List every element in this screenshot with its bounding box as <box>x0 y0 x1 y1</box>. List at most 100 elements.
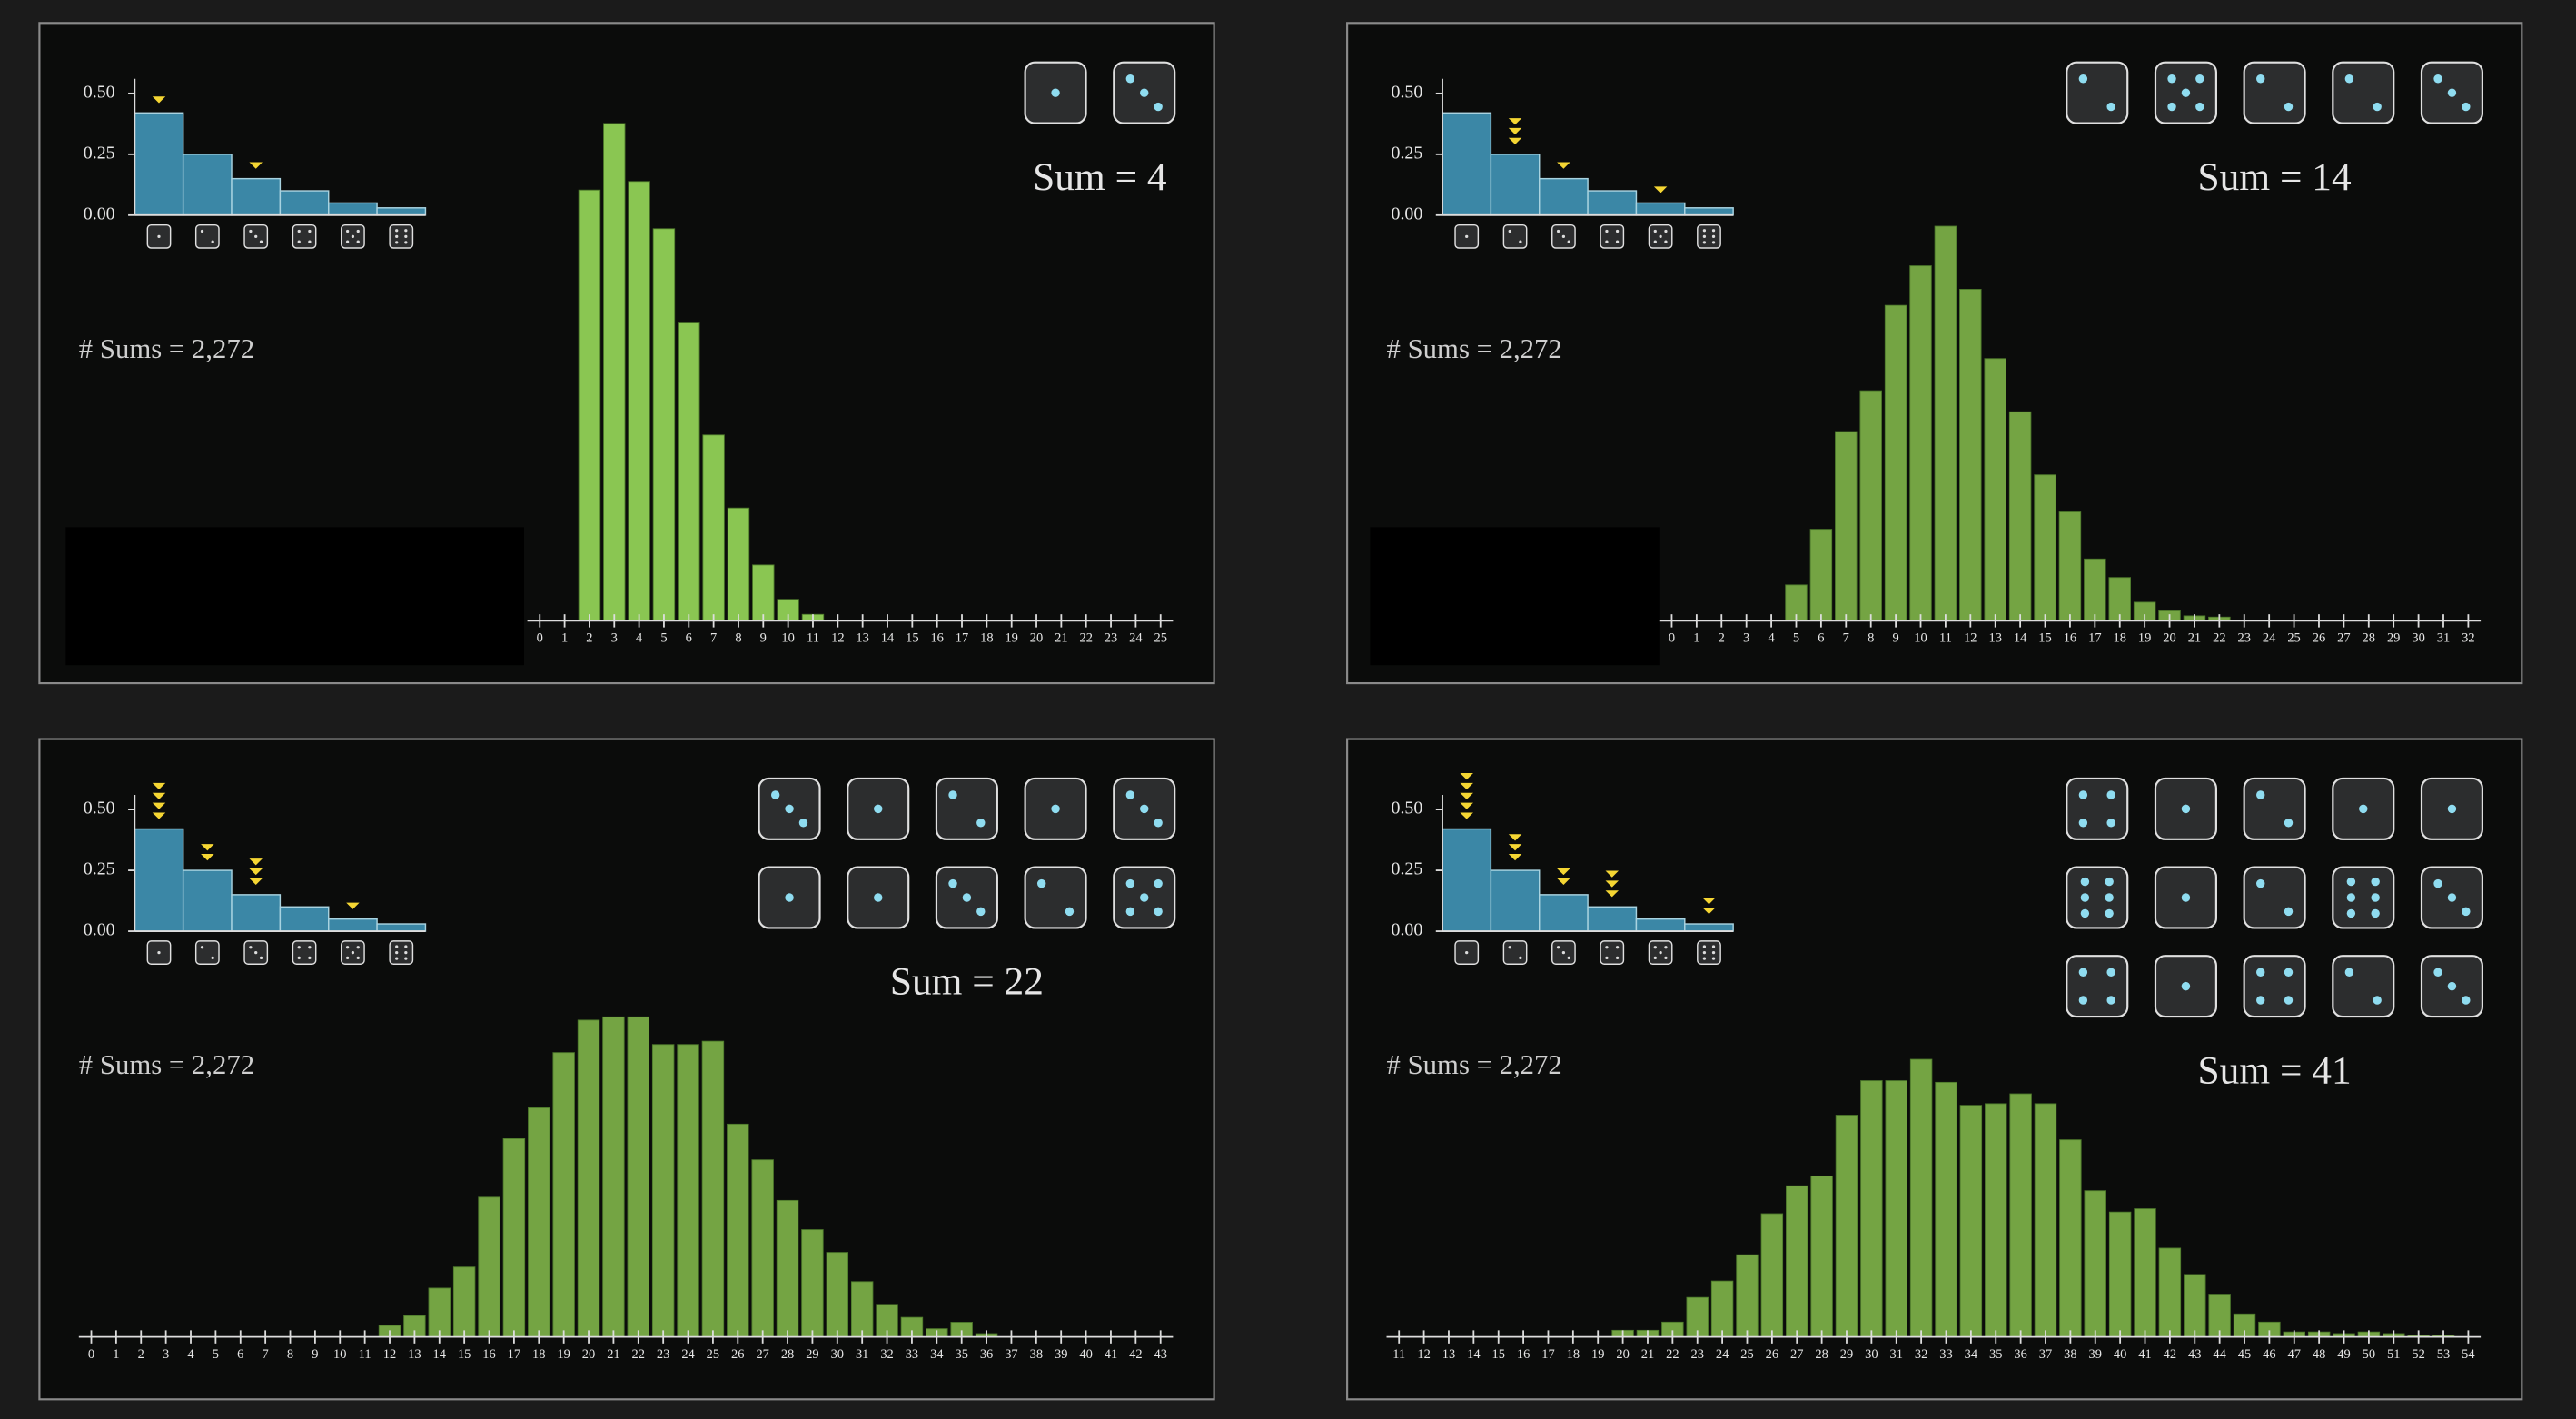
histogram-bar <box>2034 474 2056 621</box>
histogram-bar <box>1909 1058 1933 1338</box>
die-pip <box>356 229 360 233</box>
die-face <box>1502 940 1528 965</box>
die-pip <box>1605 956 1609 960</box>
x-tick-label: 41 <box>1105 1347 1117 1362</box>
die <box>2420 866 2483 929</box>
dice-marker <box>152 792 166 799</box>
die <box>1454 223 1480 249</box>
x-tick-label: 42 <box>1129 1347 1142 1362</box>
x-tick-label: 17 <box>956 631 968 646</box>
die <box>194 940 220 965</box>
x-tick-label: 33 <box>1939 1347 1952 1362</box>
x-tick-label: 22 <box>1666 1347 1679 1362</box>
die-face <box>389 940 414 965</box>
x-tick-label: 1 <box>561 631 568 646</box>
x-tick-label: 18 <box>980 631 993 646</box>
die-pip <box>2256 878 2265 888</box>
die-pip <box>1567 240 1570 243</box>
die <box>2332 777 2395 840</box>
die <box>146 940 172 965</box>
die-face <box>389 223 414 249</box>
panel: 0.00 0.25 0.50 Sum = 41 # Sums = 2,272 11 12 13… <box>1346 738 2523 1401</box>
die-pip <box>200 229 204 233</box>
histogram-bar <box>2108 1211 2132 1338</box>
die-pip <box>1561 950 1566 955</box>
die-pip <box>1664 229 1668 233</box>
die-pip <box>1615 229 1620 233</box>
die-pip <box>2284 819 2294 828</box>
die-pip <box>1140 893 1149 902</box>
x-tick-label: 9 <box>312 1347 318 1362</box>
x-tick-label: 16 <box>2064 631 2076 646</box>
die <box>1024 866 1087 929</box>
x-tick-label: 14 <box>881 631 894 646</box>
die-pip <box>2284 996 2294 1005</box>
die-pip <box>2167 74 2176 84</box>
histogram-bar <box>776 1199 799 1338</box>
die-pip <box>2447 804 2457 814</box>
dice-marker <box>152 802 166 809</box>
histogram-bar <box>2084 1190 2106 1338</box>
x-tick-label: 7 <box>263 1347 269 1362</box>
dice-marker <box>1508 137 1522 144</box>
histogram-bar <box>1710 1280 1734 1338</box>
dice-marker <box>249 858 263 866</box>
dice-marker <box>249 162 263 169</box>
die <box>2154 955 2217 1018</box>
x-tick-label: 13 <box>1988 631 2001 646</box>
x-tick-label: 22 <box>632 1347 645 1362</box>
die-face <box>1600 223 1625 249</box>
histogram-bar <box>752 564 775 621</box>
die-pip <box>308 229 312 233</box>
x-tick-label: 29 <box>806 1347 818 1362</box>
die <box>1502 223 1528 249</box>
x-tick-label: 19 <box>1005 631 1017 646</box>
dice-marker <box>1557 868 1570 876</box>
x-tick-label: 19 <box>557 1347 570 1362</box>
histogram-bar <box>701 1040 725 1338</box>
die-pip <box>1702 950 1707 955</box>
histogram-bar <box>603 123 626 621</box>
die-face <box>1024 866 1087 929</box>
die-pip <box>211 956 214 960</box>
die <box>758 777 821 840</box>
x-tick-label: 32 <box>1915 1347 1927 1362</box>
die-pip <box>254 950 258 955</box>
die-face <box>935 777 998 840</box>
die-pip <box>2078 968 2088 977</box>
bar <box>1587 906 1638 932</box>
dice-marker <box>249 878 263 886</box>
die <box>1502 940 1528 965</box>
x-tick-label: 43 <box>1154 1347 1166 1362</box>
die-pip <box>395 234 399 238</box>
count-label: # Sums = 2,272 <box>79 333 254 364</box>
die-pip <box>2284 907 2294 917</box>
x-tick-label: 23 <box>657 1347 669 1362</box>
dice-marker <box>1702 898 1716 905</box>
bar <box>231 177 282 216</box>
x-tick-label: 6 <box>1818 631 1824 646</box>
x-tick-label: 13 <box>408 1347 421 1362</box>
sum-label: Sum = 41 <box>2198 1048 2352 1092</box>
dice-marker <box>1460 782 1473 790</box>
die-face <box>2066 866 2129 929</box>
die <box>1697 940 1721 965</box>
dice-marker <box>1605 890 1619 898</box>
die <box>1551 223 1576 249</box>
dice-marker <box>152 96 166 104</box>
die-pip <box>1711 957 1716 960</box>
histogram-bar <box>2008 411 2032 621</box>
die-pip <box>395 945 399 948</box>
histogram-bar <box>2009 1093 2032 1338</box>
histogram-bar <box>502 1137 526 1338</box>
die-pip <box>2256 790 2265 799</box>
x-tick-label: 48 <box>2313 1347 2325 1362</box>
histogram-bar <box>1835 1115 1858 1338</box>
die-pip <box>2106 819 2115 828</box>
x-tick-label: 24 <box>681 1347 694 1362</box>
histogram-bar <box>552 1052 575 1338</box>
x-tick-label: 14 <box>2014 631 2026 646</box>
die-pip <box>1615 240 1620 243</box>
